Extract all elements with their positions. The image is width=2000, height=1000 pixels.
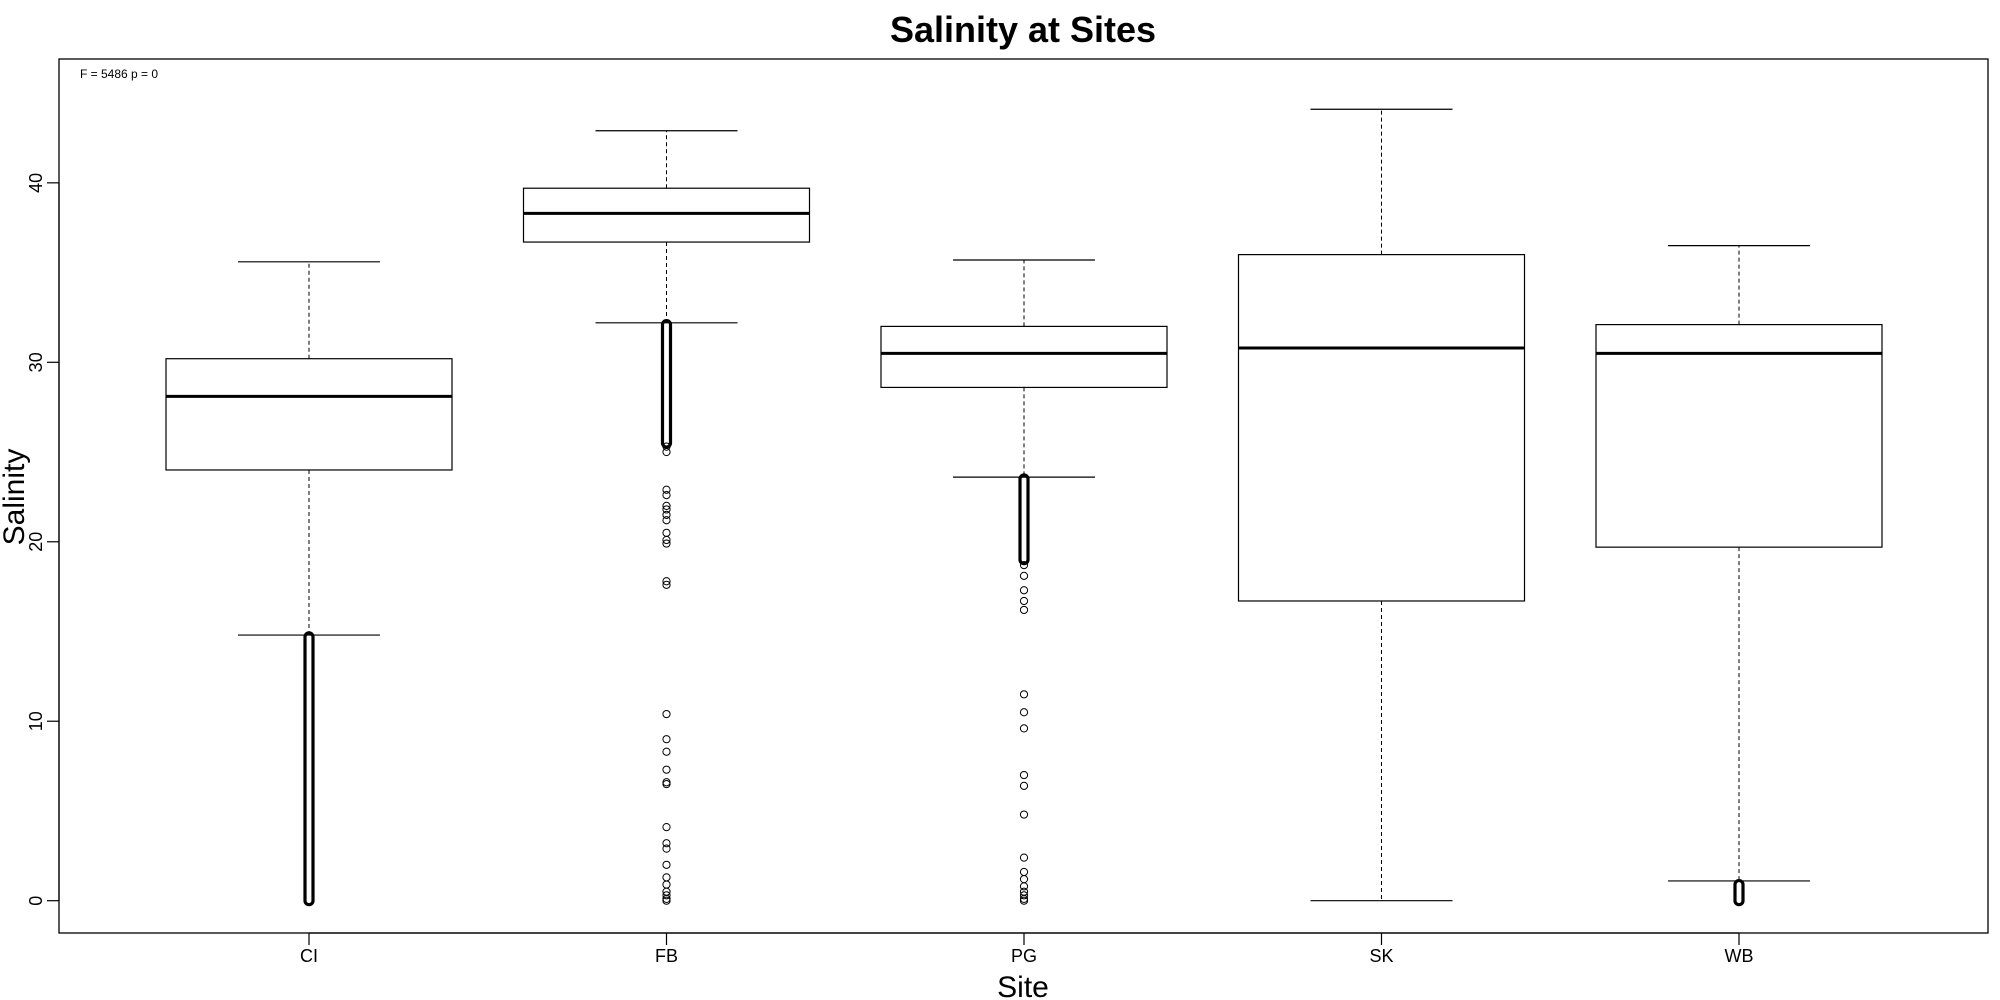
outlier-point [662,580,671,589]
chart-title: Salinity at Sites [890,9,1156,50]
x-tick-label: SK [1369,946,1393,966]
outlier-point [662,709,671,719]
outlier-point [662,539,671,548]
x-tick-label: FB [655,946,678,966]
outlier-point [662,844,671,853]
outlier-point [1019,605,1029,615]
outlier-point [1019,867,1029,877]
outlier-point [662,823,671,832]
y-tick-label: 0 [26,896,46,906]
y-tick-label: 40 [26,173,46,193]
x-tick-label: PG [1011,946,1037,966]
outlier-point [1019,586,1029,595]
outlier-point [1019,560,1029,570]
outlier-point [662,442,671,451]
box-fb [522,130,811,905]
x-tick-label: CI [300,946,318,966]
iqr-box [880,325,1168,389]
stat-annotation: F = 5486 p = 0 [80,67,158,81]
box-sk [1237,108,1526,902]
outlier-point [1019,896,1029,905]
outlier-cluster [1733,878,1745,907]
outlier-point [1019,882,1029,891]
outlier-point [662,491,671,500]
outlier-point [1019,708,1029,717]
outlier-point [1019,724,1029,733]
x-axis-title: Site [997,971,1049,1000]
outlier-point [662,896,671,905]
outlier-point [1019,596,1029,606]
y-axis: 0 10 20 30 40 [26,173,60,906]
outlier-point [1019,770,1029,780]
outlier-cluster [660,319,673,449]
outlier-point [1019,891,1029,900]
iqr-box [1237,254,1526,602]
outlier-point [1019,875,1029,884]
outlier-point [1019,781,1029,790]
y-tick-label: 30 [26,352,46,372]
outlier-point [662,447,671,457]
y-axis-title: Salinity [0,449,31,546]
outlier-point [662,577,671,586]
iqr-box [522,187,811,243]
outlier-point [662,747,671,756]
outlier-point [1019,810,1029,819]
y-tick-label: 20 [26,532,46,552]
outlier-point [1019,690,1029,699]
x-tick-label: WB [1725,946,1754,966]
box-pg [880,259,1168,905]
outlier-point [662,516,671,525]
box-ci [165,261,453,907]
x-axis: CI FB PG SK WB [300,932,1754,966]
outlier-point [662,891,671,900]
outlier-point [662,778,671,787]
outlier-cluster [1018,473,1030,566]
boxes-group [165,108,1883,907]
outlier-cluster [303,631,315,907]
outlier-point [662,501,671,510]
y-tick-label: 10 [26,711,46,731]
outlier-point [662,860,671,869]
box-wb [1595,245,1883,907]
outlier-point [662,880,671,889]
iqr-box [165,358,453,471]
iqr-box [1595,324,1883,548]
outlier-point [662,510,671,519]
outlier-point [662,735,671,744]
outlier-point [662,765,671,774]
outlier-point [662,779,671,789]
outlier-point [662,505,671,514]
outlier-point [662,873,671,882]
outlier-point [662,839,671,848]
outlier-point [1019,853,1029,862]
outlier-point [662,535,671,545]
outlier-point [662,528,671,537]
outlier-point [1019,571,1029,580]
outlier-point [662,485,671,494]
